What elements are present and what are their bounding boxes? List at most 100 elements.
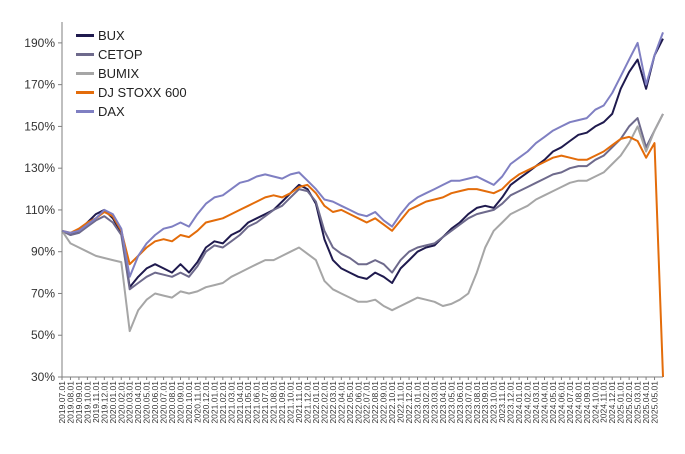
- legend-swatch-cetop: [76, 53, 94, 56]
- x-tick-label: 2024.03.01: [531, 381, 541, 424]
- x-tick-label: 2022.07.01: [362, 381, 372, 424]
- x-tick-label: 2023.11.01: [497, 381, 507, 423]
- y-tick-label: 130%: [24, 161, 55, 175]
- x-tick-label: 2024.10.01: [590, 381, 600, 424]
- x-tick-label: 2025.03.01: [633, 381, 643, 424]
- y-tick-label: 30%: [31, 370, 55, 384]
- legend-item-bux: BUX: [76, 26, 187, 45]
- legend-swatch-bux: [76, 34, 94, 37]
- x-tick-label: 2020.06.01: [150, 381, 160, 424]
- legend-label-bux: BUX: [98, 28, 125, 43]
- x-tick-label: 2024.05.01: [548, 381, 558, 424]
- x-tick-label: 2019.07.01: [57, 381, 67, 424]
- x-tick-label: 2019.11.01: [91, 381, 101, 423]
- x-tick-label: 2022.12.01: [404, 381, 414, 424]
- x-tick-label: 2019.09.01: [74, 381, 84, 424]
- x-tick-label: 2023.09.01: [480, 381, 490, 424]
- legend-label-dj-stoxx-600: DJ STOXX 600: [98, 85, 187, 100]
- x-tick-label: 2019.10.01: [82, 381, 92, 424]
- x-tick-label: 2024.04.01: [539, 381, 549, 424]
- x-tick-label: 2020.11.01: [192, 381, 202, 423]
- x-tick-label: 2020.02.01: [116, 381, 126, 424]
- x-tick-label: 2022.06.01: [353, 381, 363, 424]
- x-tick-label: 2025.01.01: [616, 381, 626, 424]
- x-tick-label: 2023.06.01: [455, 381, 465, 424]
- legend-label-bumix: BUMIX: [98, 66, 140, 81]
- y-tick-label: 170%: [24, 78, 55, 92]
- x-tick-label: 2023.03.01: [429, 381, 439, 424]
- x-tick-label: 2021.04.01: [235, 381, 245, 424]
- x-tick-label: 2025.02.01: [624, 381, 634, 424]
- y-tick-label: 90%: [31, 245, 55, 259]
- x-tick-label: 2025.05.01: [650, 381, 660, 424]
- legend-item-bumix: BUMIX: [76, 64, 187, 83]
- x-tick-label: 2024.02.01: [523, 381, 533, 424]
- x-tick-label: 2023.08.01: [472, 381, 482, 424]
- x-tick-label: 2023.10.01: [489, 381, 499, 424]
- legend-swatch-dax: [76, 110, 94, 113]
- y-tick-label: 50%: [31, 328, 55, 342]
- y-axis-ticks: 30% 50% 70% 90% 110% 130% 150% 170% 190%: [24, 36, 62, 384]
- x-tick-label: 2022.01.01: [311, 381, 321, 424]
- x-tick-label: 2022.11.01: [396, 381, 406, 423]
- legend-label-dax: DAX: [98, 104, 125, 119]
- y-tick-label: 70%: [31, 286, 55, 300]
- x-tick-label: 2020.01.01: [108, 381, 118, 424]
- series-line-bux: [61, 38, 664, 289]
- x-tick-label: 2020.05.01: [142, 381, 152, 424]
- y-tick-label: 110%: [25, 203, 55, 217]
- x-tick-label: 2019.08.01: [65, 381, 75, 424]
- x-tick-label: 2024.09.01: [582, 381, 592, 424]
- legend-item-cetop: CETOP: [76, 45, 187, 64]
- x-tick-label: 2021.11.01: [294, 381, 304, 423]
- x-tick-label: 2022.08.01: [370, 381, 380, 424]
- series-line-dax: [61, 32, 664, 278]
- x-tick-label: 2024.07.01: [565, 381, 575, 424]
- x-tick-label: 2023.04.01: [438, 381, 448, 424]
- x-tick-label: 2020.10.01: [184, 381, 194, 424]
- x-tick-label: 2021.07.01: [260, 381, 270, 424]
- legend-swatch-bumix: [76, 72, 94, 75]
- x-tick-label: 2021.01.01: [209, 381, 219, 424]
- x-tick-label: 2025.04.01: [641, 381, 651, 424]
- series-line-bumix: [61, 113, 664, 333]
- x-tick-label: 2021.09.01: [277, 381, 287, 424]
- x-tick-label: 2022.04.01: [336, 381, 346, 424]
- x-tick-label: 2023.12.01: [506, 381, 516, 424]
- y-tick-label: 150%: [24, 119, 55, 133]
- x-tick-label: 2024.08.01: [573, 381, 583, 424]
- series-line-dj-stoxx-600: [61, 135, 664, 378]
- chart-legend: BUX CETOP BUMIX DJ STOXX 600 DAX: [76, 26, 187, 121]
- x-tick-label: 2019.12.01: [99, 381, 109, 424]
- legend-item-dax: DAX: [76, 102, 187, 121]
- x-tick-label: 2023.02.01: [421, 381, 431, 424]
- x-tick-label: 2022.02.01: [319, 381, 329, 424]
- x-tick-label: 2024.11.01: [599, 381, 609, 423]
- x-tick-label: 2021.02.01: [218, 381, 228, 424]
- series-line-cetop: [61, 113, 664, 291]
- x-axis-ticks: 2019.07.012019.08.012019.09.012019.10.01…: [57, 377, 660, 424]
- x-tick-label: 2020.07.01: [159, 381, 169, 424]
- x-tick-label: 2024.01.01: [514, 381, 524, 424]
- x-tick-label: 2024.06.01: [556, 381, 566, 424]
- x-tick-label: 2021.03.01: [226, 381, 236, 424]
- x-tick-label: 2022.03.01: [328, 381, 338, 424]
- x-tick-label: 2023.01.01: [413, 381, 423, 424]
- x-tick-label: 2020.09.01: [176, 381, 186, 424]
- x-tick-label: 2023.05.01: [446, 381, 456, 424]
- x-tick-label: 2020.08.01: [167, 381, 177, 424]
- x-tick-label: 2024.12.01: [607, 381, 617, 424]
- x-tick-label: 2021.05.01: [243, 381, 253, 424]
- x-tick-label: 2022.05.01: [345, 381, 355, 424]
- x-tick-label: 2022.09.01: [379, 381, 389, 424]
- x-tick-label: 2021.12.01: [302, 381, 312, 424]
- x-tick-label: 2020.03.01: [125, 381, 135, 424]
- x-tick-label: 2020.04.01: [133, 381, 143, 424]
- legend-item-dj-stoxx-600: DJ STOXX 600: [76, 83, 187, 102]
- x-tick-label: 2022.10.01: [387, 381, 397, 424]
- x-tick-label: 2021.08.01: [269, 381, 279, 424]
- legend-label-cetop: CETOP: [98, 47, 143, 62]
- legend-swatch-dj-stoxx-600: [76, 91, 94, 94]
- x-tick-label: 2020.12.01: [201, 381, 211, 424]
